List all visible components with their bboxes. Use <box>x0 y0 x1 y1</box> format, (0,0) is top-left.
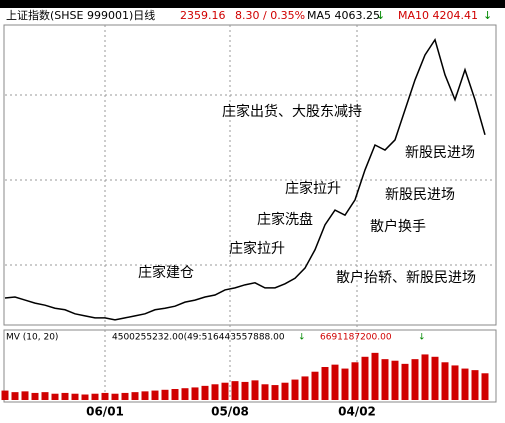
volume-bar <box>231 381 239 400</box>
volume-bar <box>441 362 449 400</box>
volume-bar <box>31 392 39 400</box>
volume-bar <box>221 382 229 400</box>
volume-bar <box>181 388 189 400</box>
volume-panel <box>3 329 497 403</box>
price-panel <box>3 24 497 326</box>
volume-bar <box>311 371 319 400</box>
volume-bar <box>391 360 399 400</box>
volume-bar <box>71 393 79 400</box>
volume-bar <box>131 392 139 400</box>
header-value: 8.30 / 0.35% <box>235 9 305 22</box>
volume-bar <box>51 393 59 400</box>
volume-bar <box>411 359 419 400</box>
volume-bar <box>481 373 489 400</box>
volume-bar <box>41 392 49 400</box>
volume-bar <box>1 390 9 400</box>
volume-bar <box>161 389 169 400</box>
volume-bar <box>291 379 299 400</box>
volume-bar <box>141 391 149 400</box>
volume-bar <box>91 393 99 400</box>
background <box>0 8 505 423</box>
volume-bar <box>81 394 89 400</box>
volume-bar <box>201 385 209 400</box>
volume-header: 4500255232.00(49:516443557888.00 <box>112 333 285 343</box>
volume-bar <box>371 352 379 400</box>
annotation: 庄家建仓 <box>138 264 194 281</box>
price-line <box>4 37 486 321</box>
volume-header: 6691187200.00 <box>320 333 392 343</box>
volume-bar <box>121 392 129 400</box>
volume-bar <box>331 364 339 400</box>
header-value: MA5 4063.25 <box>307 9 380 22</box>
annotation: 散户换手 <box>370 218 426 235</box>
volume-header: ↓ <box>298 333 306 343</box>
volume-bar <box>171 389 179 400</box>
volume-bar <box>301 376 309 400</box>
volume-bar <box>451 365 459 400</box>
volume-bar <box>191 387 199 400</box>
volume-bar <box>351 362 359 400</box>
header-value: 2359.16 <box>180 9 226 22</box>
annotation: 散户抬轿、新股民进场 <box>336 269 476 286</box>
volume-bar <box>361 356 369 400</box>
tab-bar <box>0 0 505 8</box>
header-value: MA10 4204.41 <box>398 9 478 22</box>
volume-bar <box>431 356 439 400</box>
volume-bar <box>381 359 389 400</box>
x-tick-label: 04/02 <box>338 405 376 419</box>
header-value: ↓ <box>483 9 492 22</box>
volume-bar <box>241 381 249 400</box>
volume-bar <box>21 391 29 400</box>
volume-bar <box>271 385 279 400</box>
annotation: 庄家拉升 <box>229 240 285 257</box>
volume-bar <box>321 367 329 400</box>
volume-bar <box>341 368 349 400</box>
volume-bar <box>281 382 289 400</box>
annotation: 庄家拉升 <box>285 180 341 197</box>
volume-bar <box>401 363 409 400</box>
volume-bar <box>261 384 269 400</box>
volume-title: MV (10, 20) <box>6 333 58 343</box>
annotation: 新股民进场 <box>405 145 475 161</box>
x-tick-label: 05/08 <box>211 405 249 419</box>
volume-header: ↓ <box>418 333 426 343</box>
volume-bar <box>111 393 119 400</box>
volume-bar <box>461 368 469 400</box>
volume-bar <box>61 392 69 400</box>
chart-title: 上证指数(SHSE 999001)日线 <box>6 8 155 22</box>
volume-bar <box>421 354 429 400</box>
x-tick-label: 06/01 <box>86 405 124 419</box>
volume-bar <box>211 384 219 400</box>
annotation: 新股民进场 <box>385 187 455 203</box>
volume-bar <box>151 390 159 400</box>
volume-bar <box>11 392 19 400</box>
volume-bar <box>471 370 479 400</box>
volume-bar <box>101 392 109 400</box>
annotation: 庄家出货、大股东减持 <box>222 103 362 120</box>
volume-bar <box>251 380 259 400</box>
annotation: 庄家洗盘 <box>257 211 313 228</box>
header-value: ↓ <box>376 9 385 22</box>
